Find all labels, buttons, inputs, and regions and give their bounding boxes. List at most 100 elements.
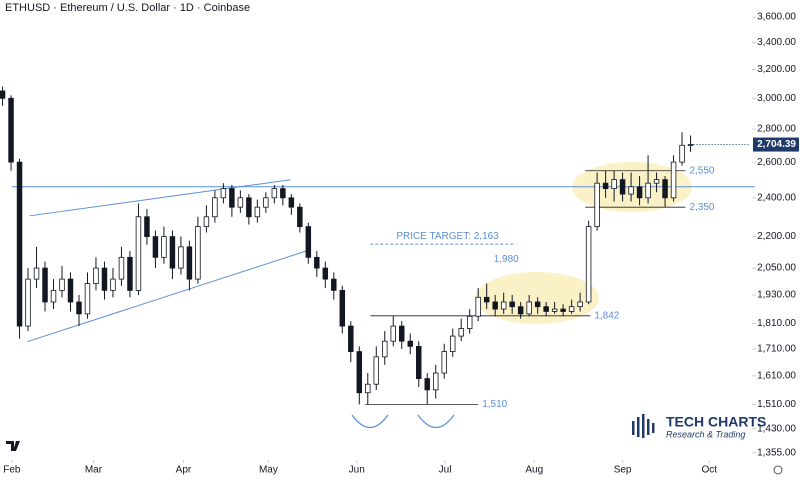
candle-body [611, 179, 617, 190]
cup-arc [351, 414, 389, 429]
candle-body [594, 182, 600, 227]
y-tick-label: 2,050.00 [757, 263, 796, 274]
x-tick-label: Aug [525, 465, 543, 476]
candle-body [161, 236, 167, 258]
candle-body [483, 296, 490, 303]
candle-body [365, 383, 371, 394]
cup-arc [417, 414, 455, 429]
x-tick-label: Oct [701, 465, 717, 476]
candle-body [458, 328, 464, 337]
x-tick-label: Sep [614, 465, 632, 476]
y-tick-label: 1,355.00 [757, 447, 796, 458]
candle-body [509, 301, 515, 308]
candle-body [314, 256, 320, 269]
y-tick-label: 3,600.00 [757, 12, 796, 23]
candle-body [670, 161, 677, 199]
target-label: PRICE TARGET: 2,163 [396, 231, 499, 242]
candle-body [50, 289, 57, 303]
candle-body [229, 188, 235, 208]
candle-body [288, 197, 295, 208]
candle-body [416, 345, 422, 379]
y-tick-label: 1,430.00 [757, 423, 796, 434]
candle-body [348, 325, 354, 352]
y-tick-label: 3,400.00 [757, 37, 796, 48]
candle-body [169, 236, 176, 269]
candle-body [339, 289, 346, 327]
candle-body [305, 226, 312, 258]
x-tick-label: May [259, 465, 278, 476]
peak-label: 1,980 [494, 254, 519, 265]
chart-title: ETHUSD · Ethereum / U.S. Dollar · 1D · C… [5, 2, 250, 14]
candle-body [653, 179, 660, 184]
candle-body [212, 197, 218, 218]
logo-tagline: Research & Trading [666, 429, 745, 439]
y-tick-label: 1,810.00 [757, 318, 796, 329]
level-label: 2,350 [689, 202, 714, 213]
candle-body [399, 325, 405, 342]
candle-body [186, 246, 193, 280]
settings-icon [773, 465, 783, 475]
y-tick-label: 3,200.00 [757, 64, 796, 75]
candle-body [543, 306, 549, 312]
level-label: 1,510 [482, 399, 507, 410]
y-tick-label: 1,710.00 [757, 344, 796, 355]
candle-body [297, 206, 303, 227]
candle-body [322, 267, 329, 280]
candle-body [356, 351, 363, 394]
candle-body [602, 182, 609, 190]
trendline [27, 249, 311, 343]
candle-body [407, 340, 413, 347]
candle-body [568, 306, 575, 312]
trendline [29, 179, 291, 217]
y-tick-label: 1,610.00 [757, 370, 796, 381]
candle-body [246, 197, 252, 218]
last-price-tag [753, 137, 799, 152]
candle-body [551, 308, 558, 312]
candle-body [101, 267, 108, 291]
x-tick-label: Apr [176, 465, 192, 476]
candle-body [280, 188, 286, 199]
candle-body [390, 325, 396, 342]
y-tick-label: 1,510.00 [757, 399, 796, 410]
y-tick-label: 3,000.00 [757, 93, 796, 104]
x-tick-label: Jun [349, 465, 365, 476]
candle-body [93, 267, 99, 284]
candle-body [577, 301, 583, 308]
candle-body [144, 216, 150, 237]
y-tick-label: 2,200.00 [757, 231, 796, 242]
candle-body [220, 188, 227, 199]
candle-body [449, 335, 456, 352]
candle-body [152, 236, 159, 258]
candle-body [662, 179, 668, 199]
candle-body [585, 226, 592, 303]
candle-body [492, 301, 498, 310]
candle-body [441, 351, 447, 374]
candle-body [118, 256, 125, 280]
candle-body [25, 278, 31, 327]
candle-body [254, 206, 261, 218]
candle-body [679, 144, 685, 163]
candle-body [645, 182, 651, 199]
candle-body [263, 197, 269, 208]
candle-body [534, 301, 541, 308]
candle-body [195, 226, 201, 280]
candle-body [517, 306, 524, 315]
candle-body [424, 378, 430, 391]
candle-body [271, 188, 278, 199]
x-tick-label: Feb [3, 465, 21, 476]
candle-body [42, 267, 48, 303]
candle-body [203, 216, 210, 227]
candle-body [135, 216, 142, 291]
candle-body [432, 372, 439, 391]
candle-body [636, 186, 643, 199]
candle-body [526, 301, 532, 315]
candle-body [178, 246, 184, 269]
y-tick-label: 1,930.00 [757, 290, 796, 301]
candle-body [127, 256, 133, 291]
candle-body [331, 278, 337, 291]
candle-body [373, 356, 380, 385]
logo-name: TECH CHARTS [666, 414, 766, 430]
level-label: 1,842 [594, 310, 619, 321]
candle-body [382, 340, 388, 358]
